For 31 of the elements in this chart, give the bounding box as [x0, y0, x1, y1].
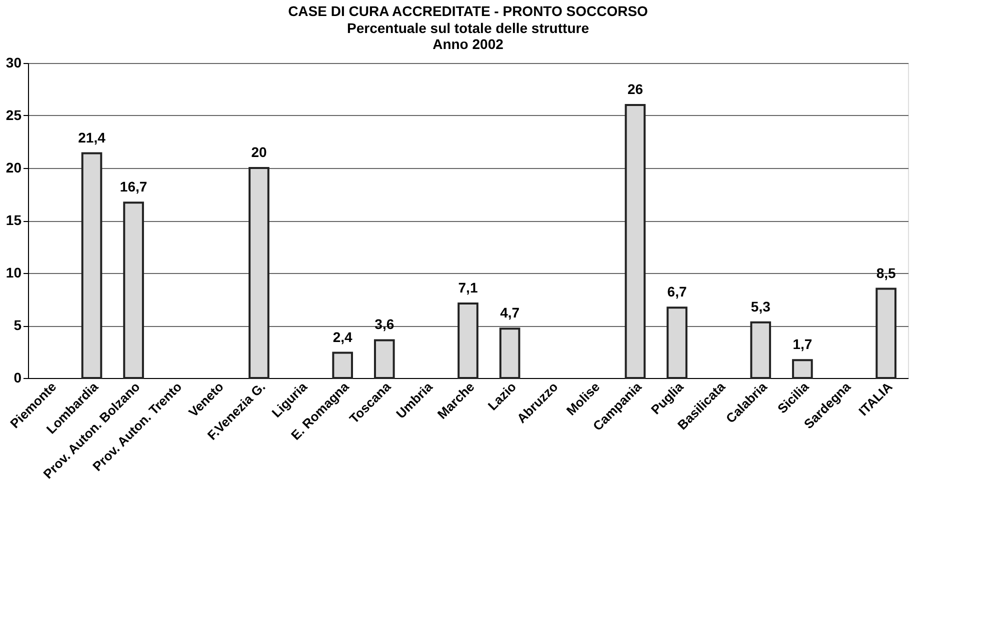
bar: [499, 328, 520, 379]
data-label: 4,7: [500, 304, 520, 321]
data-label: 20: [251, 144, 267, 160]
y-tick-label: 15: [6, 212, 22, 228]
bar: [374, 339, 395, 379]
bar: [123, 202, 144, 379]
y-tick-label: 20: [6, 160, 22, 176]
y-tick-label: 0: [14, 370, 22, 386]
bar: [876, 288, 896, 379]
data-label: 5,3: [750, 298, 771, 314]
y-tick-label: 5: [14, 317, 22, 333]
data-label: 7,1: [458, 279, 478, 296]
bar: [248, 167, 270, 379]
data-label: 16,7: [120, 178, 148, 195]
bar: [624, 104, 646, 379]
y-tick-label: 30: [6, 54, 22, 70]
data-label: 6,7: [667, 284, 687, 300]
bar: [750, 321, 772, 379]
bar: [81, 152, 102, 379]
chart-title: CASE DI CURA ACCREDITATE - PRONTO SOCCORSO: [288, 3, 648, 19]
chart-subtitle: Percentuale sul totale delle strutture Anno 2002: [347, 20, 590, 52]
bar: [666, 306, 688, 379]
data-label: 2,4: [332, 328, 353, 345]
bar: [332, 352, 353, 379]
data-label: 1,7: [792, 336, 812, 352]
y-tick-label: 10: [6, 264, 22, 280]
y-tick-label: 25: [6, 107, 22, 123]
bar: [458, 302, 478, 379]
data-label: 21,4: [78, 129, 106, 146]
data-label: 26: [627, 81, 644, 97]
bar: [792, 359, 813, 379]
